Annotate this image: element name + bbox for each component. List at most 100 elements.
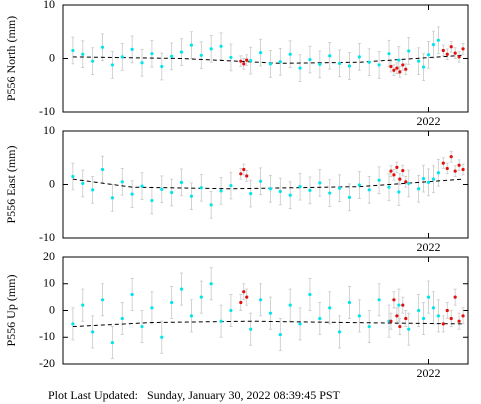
data-point [245,295,249,299]
data-point [209,203,213,207]
data-point [395,165,399,169]
data-point [337,330,342,334]
data-point [377,178,381,182]
data-point [431,306,436,310]
x-tick-label: 2022 [416,366,440,380]
plot-frame [62,4,469,113]
data-point [461,167,465,172]
data-point [288,303,292,307]
data-point [449,316,453,321]
y-tick-label: -10 [39,230,55,244]
data-point [449,45,453,49]
y-axis-label: P556 North (mm) [4,16,18,101]
data-point [179,287,184,291]
data-point [288,193,292,197]
data-point [71,322,75,326]
data-point [417,187,421,191]
data-point [457,55,461,59]
data-point [160,187,164,191]
data-point [461,47,465,51]
data-point [457,319,461,323]
data-point [426,180,431,184]
data-point [140,61,144,65]
data-point [377,298,381,302]
data-point [81,181,85,186]
data-point [404,180,408,184]
data-point [258,298,263,302]
data-point [357,183,361,187]
data-point [209,47,213,51]
plot-frame [62,256,469,365]
y-axis-label: P556 East (mm) [4,146,18,224]
data-point [140,324,144,329]
data-point [242,167,246,172]
data-point [445,166,449,171]
data-point [245,58,249,62]
data-point [397,58,401,62]
data-point [160,64,164,69]
data-point [337,61,342,65]
data-point [189,43,194,47]
data-point [170,190,174,195]
data-point [170,300,174,305]
data-point [395,314,399,318]
data-point [239,172,243,176]
data-point [268,62,273,66]
data-point [367,324,371,329]
data-point [160,335,164,339]
data-point [431,42,436,47]
data-point [377,63,381,67]
data-point [392,173,396,177]
data-point [328,306,332,310]
data-point [387,52,391,56]
data-point [367,188,371,192]
data-point [367,60,371,64]
data-point [453,51,457,55]
data-point [100,167,105,172]
y-axis-label: P556 Up (mm) [4,274,18,346]
data-point [308,292,312,297]
data-point [150,52,154,56]
data-point [189,314,194,318]
data-point [436,171,440,175]
data-point [268,187,273,191]
data-point [199,186,203,190]
y-tick-label: -10 [39,329,55,343]
data-point [407,327,411,331]
data-point [421,177,426,181]
data-point [441,161,445,165]
data-point [407,49,411,53]
y-tick-label: 10 [43,123,55,137]
data-point [242,290,246,294]
data-point [445,52,449,56]
y-tick-label: -10 [39,104,55,118]
data-point [110,63,114,67]
data-point [404,67,408,71]
data-point [397,303,401,307]
x-tick-label: 2022 [416,240,440,254]
data-point [417,59,421,63]
trend-line [72,54,464,64]
data-point [357,314,361,318]
data-point [318,316,322,321]
data-point [278,189,282,194]
footer: Plot Last Updated: Sunday, January 30, 2… [48,388,341,402]
data-point [229,308,233,313]
data-point [258,179,263,183]
data-point [242,62,246,66]
data-point [91,59,95,63]
data-point [81,52,85,56]
data-point [219,319,223,323]
y-tick-label: 0 [49,176,55,190]
plot-frame [62,130,469,239]
data-point [441,322,445,326]
data-point [392,68,396,72]
data-point [110,196,114,200]
data-point [417,308,421,313]
data-point [404,316,408,321]
data-point [268,311,273,315]
data-point [389,64,393,69]
data-point [337,186,342,190]
data-point [398,324,402,329]
